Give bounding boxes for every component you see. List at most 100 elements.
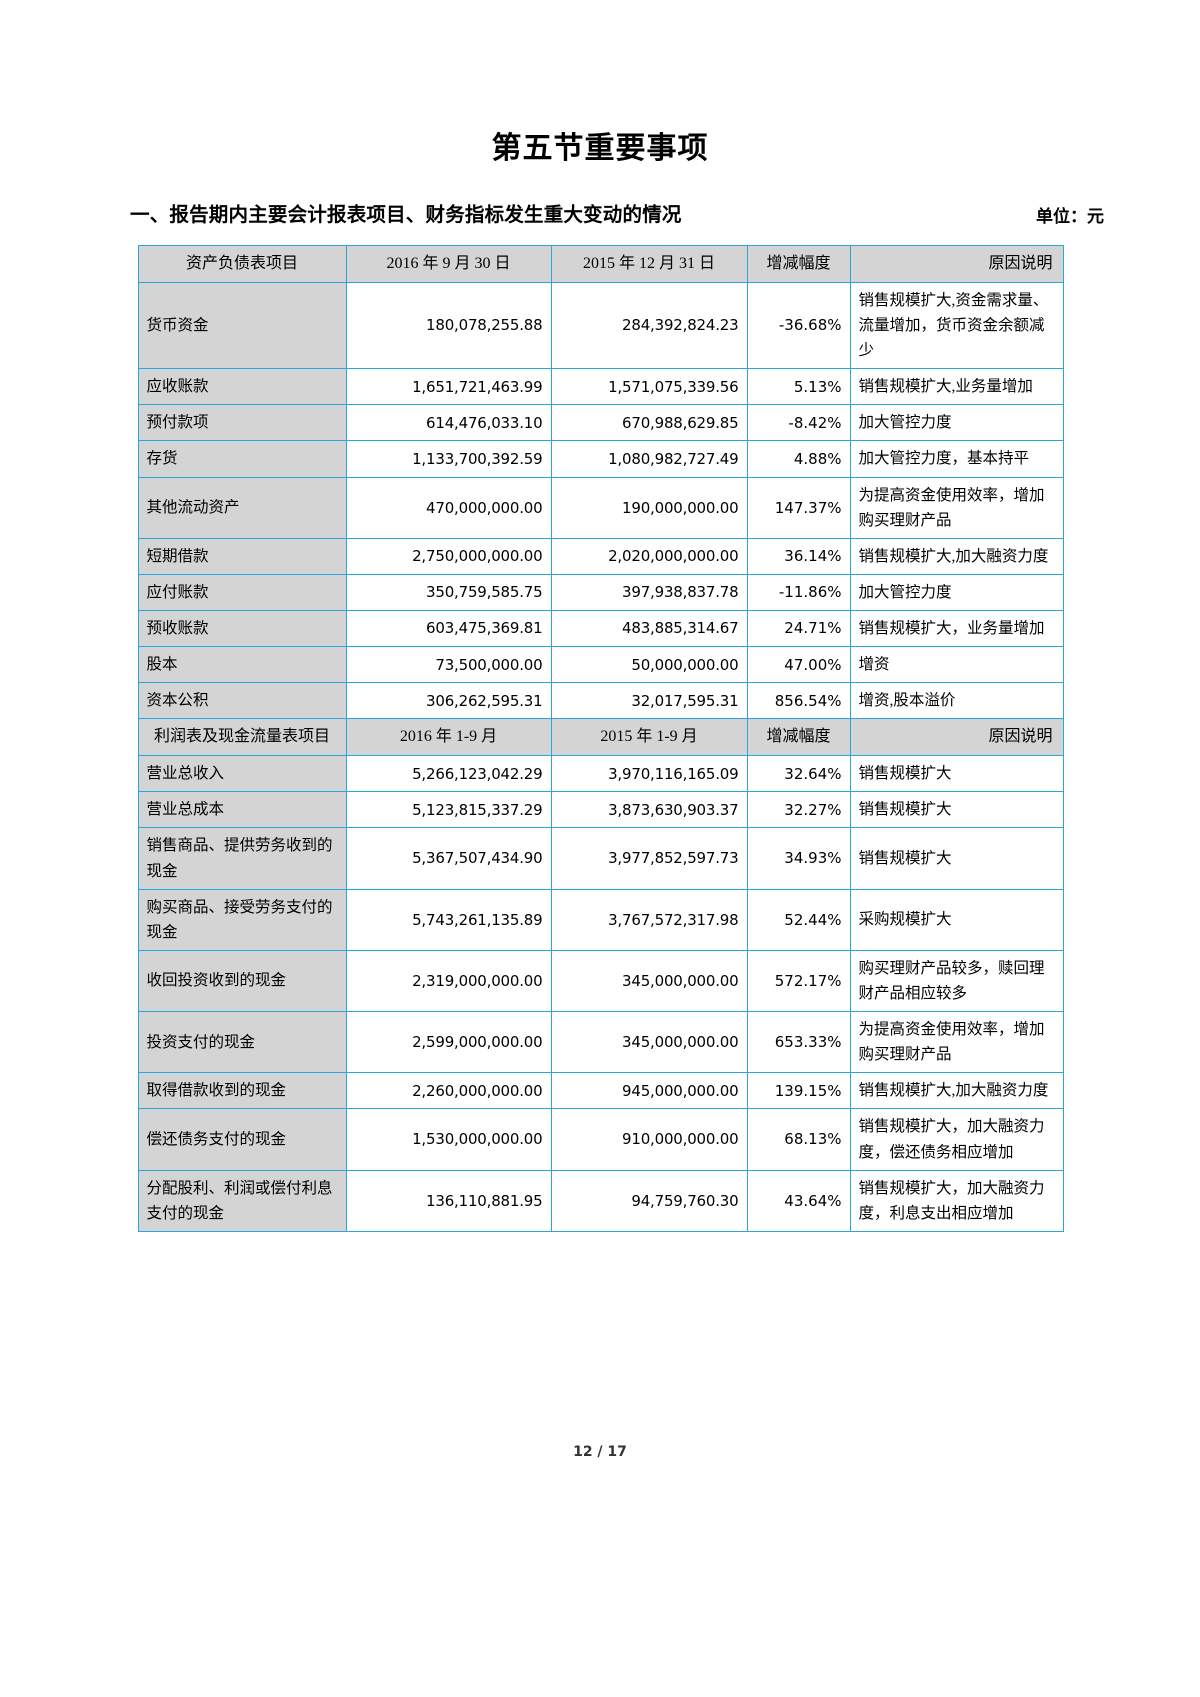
section-header-bar: 一、报告期内主要会计报表项目、财务指标发生重大变动的情况 单位：元: [0, 198, 1200, 227]
row-change-value: 32.27%: [746, 791, 851, 829]
column-header-current: 2016 年 9 月 30 日: [345, 245, 552, 283]
row-change-value: 52.44%: [746, 888, 851, 951]
table-row: 分配股利、利润或偿付利息支付的现金 136,110,881.95 94,759,76…: [137, 1169, 1064, 1232]
table-row: 购买商品、接受劳务支付的现金 5,743,261,135.89 3,767,572,…: [137, 888, 1064, 951]
row-previous-value: 3,873,630,903.37: [550, 791, 748, 829]
row-previous-value: 397,938,837.78: [550, 573, 748, 612]
row-current-value: 306,262,595.31: [345, 682, 552, 720]
row-change-value: 653.33%: [746, 1011, 851, 1074]
row-change-value: 5.13%: [746, 368, 851, 406]
row-item-label: 股本: [137, 646, 347, 684]
row-reason-text: 销售规模扩大: [849, 827, 1064, 890]
table-header-row-income: 利润表及现金流量表项目 2016 年 1-9 月 2015 年 1-9 月增减幅度原…: [137, 718, 1064, 757]
table-row: 预付款项 614,476,033.10 670,988,629.85 -8.42% 加大…: [137, 404, 1064, 442]
row-reason-text: 销售规模扩大，加大融资力度，利息支出相应增加: [849, 1169, 1064, 1232]
financial-table-wrap: 资产负债表项目 2016 年 9 月 30 日 2015 年 12 月 31 日增减…: [137, 245, 1064, 1232]
row-reason-text: 销售规模扩大，加大融资力度，偿还债务相应增加: [849, 1108, 1064, 1171]
table-row: 偿还债务支付的现金 1,530,000,000.00 910,000,000.00 6…: [137, 1108, 1064, 1171]
column-header-previous: 2015 年 1-9 月: [550, 718, 748, 757]
row-item-label: 收回投资收到的现金: [137, 949, 347, 1013]
row-item-label: 其他流动资产: [137, 476, 347, 539]
section-heading: 一、报告期内主要会计报表项目、财务指标发生重大变动的情况: [130, 203, 682, 226]
row-current-value: 5,123,815,337.29: [345, 791, 552, 829]
row-current-value: 136,110,881.95: [345, 1169, 552, 1232]
table-row: 取得借款收到的现金 2,260,000,000.00 945,000,000.00 1…: [137, 1072, 1064, 1110]
row-item-label: 购买商品、接受劳务支付的现金: [137, 888, 347, 951]
table-row: 预收账款 603,475,369.81 483,885,314.67 24.71% 销售…: [137, 609, 1064, 648]
row-previous-value: 190,000,000.00: [550, 476, 748, 539]
row-item-label: 销售商品、提供劳务收到的现金: [137, 827, 347, 890]
row-previous-value: 94,759,760.30: [550, 1169, 748, 1232]
row-previous-value: 50,000,000.00: [550, 646, 748, 684]
column-header-previous: 2015 年 12 月 31 日: [550, 245, 748, 283]
row-change-value: 32.64%: [746, 755, 851, 793]
column-header-reason: 原因说明: [849, 245, 1064, 283]
row-reason-text: 销售规模扩大,资金需求量、流量增加，货币资金余额减少: [849, 281, 1064, 370]
row-change-value: 47.00%: [746, 646, 851, 684]
row-previous-value: 910,000,000.00: [550, 1108, 748, 1171]
row-change-value: 36.14%: [746, 537, 851, 575]
column-header-item: 利润表及现金流量表项目: [137, 718, 347, 757]
table-row: 短期借款 2,750,000,000.00 2,020,000,000.00 36.1…: [137, 537, 1064, 575]
table-row: 存货 1,133,700,392.59 1,080,982,727.49 4.88% 加…: [137, 440, 1064, 478]
row-current-value: 73,500,000.00: [345, 646, 552, 684]
row-current-value: 180,078,255.88: [345, 281, 552, 370]
row-reason-text: 销售规模扩大: [849, 755, 1064, 793]
row-change-value: 572.17%: [746, 949, 851, 1013]
table-row: 应收账款 1,651,721,463.99 1,571,075,339.56 5.13…: [137, 368, 1064, 406]
row-current-value: 1,530,000,000.00: [345, 1108, 552, 1171]
row-change-value: 147.37%: [746, 476, 851, 539]
row-reason-text: 增资,股本溢价: [849, 682, 1064, 720]
table-row: 收回投资收到的现金 2,319,000,000.00 345,000,000.00 5…: [137, 949, 1064, 1013]
table-row: 货币资金 180,078,255.88 284,392,824.23 -36.68% 销…: [137, 281, 1064, 370]
table-row: 营业总收入 5,266,123,042.29 3,970,116,165.09 32.…: [137, 755, 1064, 793]
row-previous-value: 345,000,000.00: [550, 949, 748, 1013]
row-reason-text: 加大管控力度，基本持平: [849, 440, 1064, 478]
table-row: 营业总成本 5,123,815,337.29 3,873,630,903.37 32.…: [137, 791, 1064, 829]
row-current-value: 2,260,000,000.00: [345, 1072, 552, 1110]
table-row: 股本 73,500,000.00 50,000,000.00 47.00% 增资: [137, 646, 1064, 684]
row-previous-value: 1,571,075,339.56: [550, 368, 748, 406]
row-item-label: 货币资金: [137, 281, 347, 370]
row-reason-text: 销售规模扩大，业务量增加: [849, 609, 1064, 648]
row-previous-value: 3,970,116,165.09: [550, 755, 748, 793]
unit-note: 单位：元: [1036, 207, 1104, 227]
row-item-label: 预收账款: [137, 609, 347, 648]
row-reason-text: 采购规模扩大: [849, 888, 1064, 951]
row-item-label: 短期借款: [137, 537, 347, 575]
row-previous-value: 2,020,000,000.00: [550, 537, 748, 575]
page-title: 第五节重要事项: [491, 131, 709, 166]
row-item-label: 分配股利、利润或偿付利息支付的现金: [137, 1169, 347, 1232]
row-item-label: 营业总成本: [137, 791, 347, 829]
row-reason-text: 增资: [849, 646, 1064, 684]
column-header-reason: 原因说明: [849, 718, 1064, 757]
row-previous-value: 32,017,595.31: [550, 682, 748, 720]
row-reason-text: 加大管控力度: [849, 573, 1064, 612]
row-previous-value: 345,000,000.00: [550, 1011, 748, 1074]
column-header-change: 增减幅度: [746, 718, 851, 757]
row-previous-value: 945,000,000.00: [550, 1072, 748, 1110]
row-reason-text: 销售规模扩大,业务量增加: [849, 368, 1064, 406]
table-row: 投资支付的现金 2,599,000,000.00 345,000,000.00 653…: [137, 1011, 1064, 1074]
column-header-item: 资产负债表项目: [137, 245, 347, 283]
row-change-value: 43.64%: [746, 1169, 851, 1232]
row-current-value: 5,367,507,434.90: [345, 827, 552, 890]
row-change-value: 4.88%: [746, 440, 851, 478]
row-current-value: 5,266,123,042.29: [345, 755, 552, 793]
row-reason-text: 购买理财产品较多，赎回理财产品相应较多: [849, 949, 1064, 1013]
row-reason-text: 为提高资金使用效率，增加购买理财产品: [849, 1011, 1064, 1074]
row-change-value: 139.15%: [746, 1072, 851, 1110]
column-header-current: 2016 年 1-9 月: [345, 718, 552, 757]
row-current-value: 2,750,000,000.00: [345, 537, 552, 575]
row-reason-text: 加大管控力度: [849, 404, 1064, 442]
row-current-value: 2,599,000,000.00: [345, 1011, 552, 1074]
row-change-value: 68.13%: [746, 1108, 851, 1171]
row-reason-text: 销售规模扩大,加大融资力度: [849, 537, 1064, 575]
row-previous-value: 284,392,824.23: [550, 281, 748, 370]
row-item-label: 营业总收入: [137, 755, 347, 793]
page-footer: 12 / 17: [573, 1444, 627, 1460]
financial-table-body: 资产负债表项目 2016 年 9 月 30 日 2015 年 12 月 31 日增减…: [137, 245, 1064, 1232]
row-change-value: -36.68%: [746, 281, 851, 370]
table-header-row-balance: 资产负债表项目 2016 年 9 月 30 日 2015 年 12 月 31 日增减…: [137, 245, 1064, 283]
